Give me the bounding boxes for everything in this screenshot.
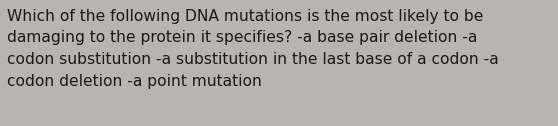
Text: Which of the following DNA mutations is the most likely to be
damaging to the pr: Which of the following DNA mutations is … — [7, 9, 499, 89]
